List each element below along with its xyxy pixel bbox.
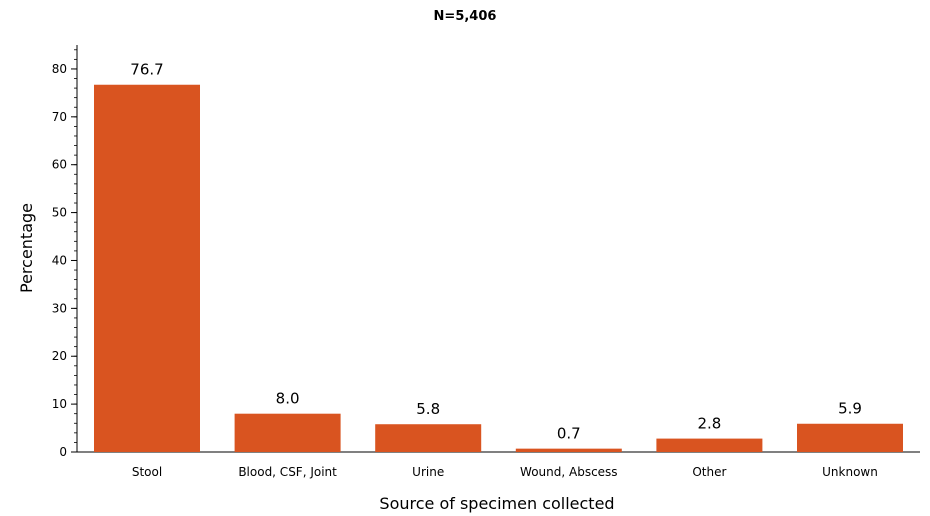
data-label: 0.7 [557, 425, 581, 443]
y-tick-label: 60 [52, 158, 67, 172]
data-label: 5.9 [838, 400, 862, 418]
y-tick-label: 20 [52, 349, 67, 363]
y-tick-label: 40 [52, 253, 67, 267]
bar-1 [94, 84, 200, 452]
y-tick-label: 0 [59, 445, 67, 459]
x-axis-title: Source of specimen collected [379, 494, 614, 513]
y-tick-label: 10 [52, 397, 67, 411]
bars [94, 84, 903, 452]
y-tick-label: 30 [52, 301, 67, 315]
y-tick-label: 80 [52, 62, 67, 76]
x-tick-label: Unknown [822, 465, 878, 479]
y-tick-label: 50 [52, 206, 67, 220]
y-tick-label: 70 [52, 110, 67, 124]
bar-5 [656, 438, 763, 452]
x-tick-label: Other [692, 465, 726, 479]
x-tick-label: Wound, Abscess [520, 465, 618, 479]
data-label: 76.7 [130, 61, 163, 79]
x-axis: Stool Blood, CSF, Joint Urine Wound, Absces… [77, 451, 920, 479]
data-label: 8.0 [276, 390, 300, 408]
data-labels: 76.7 8.0 5.8 0.7 2.8 5.9 [130, 61, 862, 443]
bar-3 [375, 424, 482, 452]
bar-6 [797, 423, 903, 452]
y-axis-title: Percentage [17, 203, 36, 293]
data-label: 5.8 [416, 400, 440, 418]
data-label: 2.8 [697, 415, 721, 433]
x-tick-label: Stool [132, 465, 162, 479]
bar-4 [515, 448, 622, 452]
x-tick-label: Blood, CSF, Joint [238, 465, 337, 479]
bar-2 [234, 413, 341, 452]
y-axis: 0 10 20 30 40 50 60 70 80 [52, 45, 78, 459]
x-tick-label: Urine [412, 465, 444, 479]
chart-title: N=5,406 [434, 9, 497, 24]
